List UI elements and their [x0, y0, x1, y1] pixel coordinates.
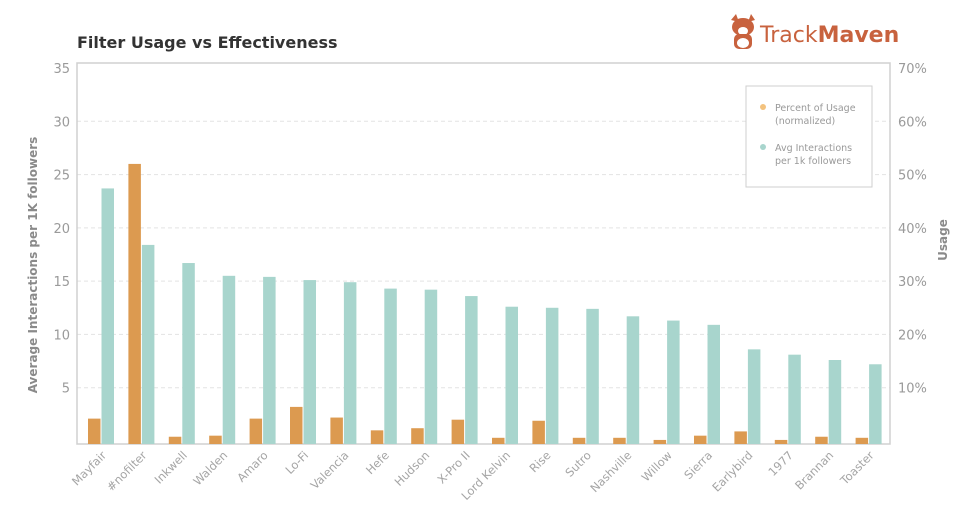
usage-bar: [653, 439, 667, 444]
x-tick-label: Mayfair: [69, 448, 109, 488]
y2-tick-label: 40%: [898, 222, 927, 237]
y-tick-label: 20: [53, 222, 70, 237]
usage-bar: [249, 418, 263, 444]
usage-bar: [330, 417, 343, 444]
svg-text:TrackMaven: TrackMaven: [759, 23, 899, 48]
legend-usage-line2: (normalized): [775, 116, 835, 127]
interactions-bar: [141, 244, 155, 444]
y-tick-label: 25: [53, 169, 70, 184]
interactions-bar: [222, 275, 236, 444]
usage-bar: [734, 431, 747, 444]
chart-title: Filter Usage vs Effectiveness: [77, 33, 338, 52]
interactions-bar: [505, 306, 518, 444]
interactions-bar: [586, 308, 599, 444]
trackmaven-logo: TrackMaven: [731, 14, 899, 49]
interactions-bar: [545, 307, 559, 444]
interactions-bar: [424, 289, 438, 444]
plot-frame: [76, 62, 891, 445]
x-tick-label: Inkwell: [152, 448, 190, 486]
y2-axis-ticks: 10% 20% 30% 40% 50% 60% 70%: [898, 62, 927, 397]
usage-bar: [290, 406, 303, 444]
y-tick-label: 15: [53, 275, 70, 290]
usage-bar: [128, 163, 141, 444]
x-tick-label: Nashville: [587, 448, 634, 495]
x-tick-label: Hudson: [392, 448, 433, 489]
x-tick-label: X-Pro II: [434, 448, 472, 486]
legend-usage-marker: [760, 104, 766, 110]
interactions-bar: [747, 349, 761, 444]
y2-tick-label: 20%: [898, 328, 927, 343]
interactions-bar: [465, 296, 478, 444]
legend-box: [745, 85, 873, 188]
interactions-bar: [667, 320, 680, 444]
x-tick-label: Sutro: [562, 448, 594, 480]
usage-bar: [88, 418, 101, 444]
interactions-bar: [303, 280, 316, 444]
x-tick-label: Brannan: [792, 448, 836, 492]
interactions-bar: [101, 188, 114, 444]
usage-bar: [774, 439, 788, 444]
x-axis-labels: Mayfair#nofilter Inkwell Walden Amaro Lo-FiV…: [69, 448, 877, 503]
interactions-bar: [788, 354, 801, 444]
x-tick-label: Toaster: [837, 448, 877, 488]
y2-tick-label: 30%: [898, 275, 927, 290]
x-tick-label: Sierra: [681, 448, 715, 482]
x-tick-label: Amaro: [234, 448, 271, 485]
x-tick-label: 1977: [765, 448, 796, 479]
interactions-bar: [384, 288, 397, 444]
y2-tick-label: 50%: [898, 169, 927, 184]
usage-bar: [209, 435, 222, 444]
usage-bar: [532, 420, 545, 444]
usage-bar: [370, 430, 384, 444]
usage-bar: [451, 419, 465, 444]
interactions-bar: [869, 364, 882, 444]
logo-text-maven: Maven: [818, 23, 900, 48]
bars: [88, 163, 882, 444]
legend-interactions-marker: [760, 144, 766, 150]
legend-usage-line1: Percent of Usage: [775, 103, 856, 114]
usage-bar: [492, 437, 505, 444]
usage-bar: [572, 437, 586, 444]
usage-bar: [855, 437, 869, 444]
x-tick-label: Willow: [639, 448, 675, 484]
usage-bar: [613, 437, 626, 444]
usage-bar: [411, 428, 424, 444]
corgi-logo-icon: [731, 14, 755, 49]
interactions-bar: [707, 324, 720, 444]
interactions-bar: [263, 276, 276, 444]
x-tick-label: Valencia: [308, 448, 352, 492]
y-tick-label: 10: [53, 328, 70, 343]
y-tick-label: 5: [62, 382, 70, 397]
x-tick-label: Lo-Fi: [282, 448, 311, 477]
interactions-bar: [343, 282, 357, 444]
logo-text-track: Track: [759, 23, 818, 48]
y2-axis-title: Usage: [936, 219, 950, 261]
interactions-bar: [182, 263, 195, 444]
usage-bar: [694, 435, 707, 444]
legend-interactions-line1: Avg Interactions: [775, 143, 852, 154]
y2-tick-label: 10%: [898, 382, 927, 397]
usage-bar: [815, 436, 828, 444]
y-axis-ticks: 5 10 15 20 25 30 35: [53, 62, 70, 397]
gridlines: [77, 120, 890, 389]
x-tick-label: Walden: [190, 448, 230, 488]
y2-tick-label: 70%: [898, 62, 927, 77]
y-tick-label: 30: [53, 115, 70, 130]
usage-bar: [168, 436, 182, 444]
y2-tick-label: 60%: [898, 115, 927, 130]
interactions-bar: [626, 316, 640, 444]
x-tick-label: Earlybird: [709, 448, 755, 494]
y-tick-label: 35: [53, 62, 70, 77]
y-axis-title: Average Interactions per 1K followers: [26, 137, 40, 394]
legend-interactions-line2: per 1k followers: [775, 156, 851, 167]
interactions-bar: [828, 360, 842, 444]
x-tick-label: Hefe: [363, 448, 392, 477]
x-tick-label: Rise: [526, 448, 553, 475]
x-tick-label: #nofilter: [104, 448, 150, 494]
legend: Percent of Usage (normalized) Avg Intera…: [745, 85, 873, 188]
